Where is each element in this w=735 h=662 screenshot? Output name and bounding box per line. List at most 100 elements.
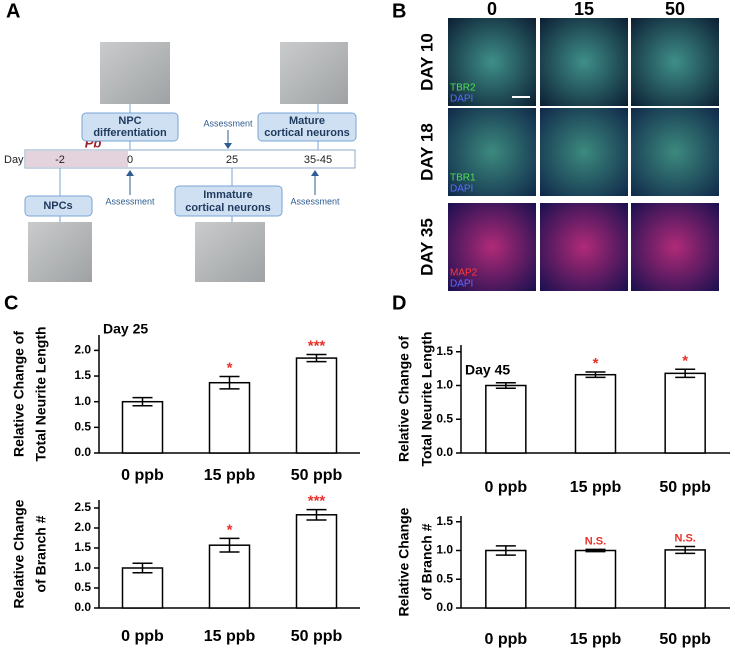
significance-label: * — [593, 355, 599, 372]
significance-label: * — [682, 352, 688, 369]
panel-label: C — [4, 292, 18, 314]
y-tick-label: 2.5 — [74, 500, 91, 514]
significance-label: N.S. — [585, 535, 606, 547]
marker-label: TBR1 — [450, 173, 476, 184]
micrograph — [631, 108, 719, 196]
bar — [664, 372, 706, 454]
stage-label: cortical neurons — [264, 127, 350, 139]
exposure-window — [26, 151, 128, 167]
y-axis-label: Relative Change — [11, 499, 27, 608]
bar — [485, 549, 527, 609]
micrograph — [100, 42, 170, 104]
stage-box — [24, 195, 93, 217]
error-bar — [132, 396, 153, 407]
y-tick-label: 0.5 — [436, 571, 453, 585]
bar — [664, 549, 706, 609]
bar — [574, 373, 617, 454]
x-tick-label: 15 ppb — [570, 631, 622, 648]
marker-label: TBR2 — [450, 83, 476, 94]
micrograph — [280, 42, 348, 104]
y-axis-label: Relative Change of — [11, 331, 27, 457]
y-axis-label: Relative Change — [396, 507, 412, 616]
y-axis-label: of Branch # — [419, 523, 435, 600]
bar — [295, 514, 338, 609]
y-axis-label: of Branch # — [33, 515, 49, 592]
y-tick-label: 0.0 — [74, 600, 91, 614]
micrograph — [540, 203, 628, 291]
bar — [574, 549, 617, 609]
significance-label: * — [227, 360, 233, 377]
y-tick-label: 0.0 — [436, 445, 453, 459]
y-tick-label: 1.0 — [74, 560, 91, 574]
column-label: 0 — [487, 0, 497, 19]
y-axis-label: Total Neurite Length — [33, 326, 49, 461]
assessment-label: Assessment — [105, 196, 155, 206]
x-tick-label: 0 ppb — [484, 479, 527, 496]
panel-label: A — [6, 0, 20, 22]
chart-title: Day 25 — [103, 321, 148, 337]
marker-label: MAP2 — [450, 268, 478, 279]
chart-title: Day 45 — [465, 362, 510, 378]
day: -2 — [55, 154, 65, 166]
error-bar — [219, 537, 240, 553]
error-bar — [675, 368, 696, 379]
micrograph — [28, 222, 92, 282]
panel-label: B — [392, 0, 406, 22]
x-tick-label: 0 ppb — [121, 467, 164, 484]
error-bar — [585, 371, 606, 379]
micrograph — [448, 203, 536, 291]
y-tick-label: 2.0 — [74, 520, 91, 534]
micrograph — [448, 108, 536, 196]
row-label: DAY 10 — [417, 33, 436, 91]
x-tick-label: 50 ppb — [291, 628, 343, 645]
marker-label: DAPI — [450, 184, 473, 195]
y-tick-label: 0.5 — [436, 411, 453, 425]
stage-label: NPC — [118, 115, 141, 127]
stage-box — [174, 185, 283, 217]
error-bar — [675, 545, 696, 555]
stage-label: Immature — [203, 189, 253, 201]
stage-box — [81, 112, 179, 142]
marker-label: DAPI — [450, 94, 473, 105]
marker-label: DAPI — [450, 279, 473, 290]
arrow-head — [311, 170, 319, 176]
error-bar — [495, 545, 516, 556]
row-label: DAY 18 — [417, 123, 436, 181]
bar — [295, 357, 338, 454]
micrograph — [631, 18, 719, 106]
y-tick-label: 0.0 — [436, 600, 453, 614]
significance-label: N.S. — [674, 532, 695, 544]
bar — [208, 544, 251, 609]
y-tick-label: 0.5 — [74, 580, 91, 594]
significance-label: *** — [308, 493, 326, 510]
y-axis-label: Relative Change of — [396, 336, 412, 462]
y-tick-label: 1.5 — [74, 368, 91, 382]
bar — [208, 381, 251, 454]
arrow-head — [224, 143, 232, 149]
significance-label: *** — [308, 337, 326, 354]
day: 0 — [127, 154, 133, 166]
error-bar — [219, 375, 240, 390]
x-tick-label: 15 ppb — [204, 467, 256, 484]
micrograph — [540, 18, 628, 106]
y-tick-label: 1.5 — [436, 344, 453, 358]
column-label: 15 — [574, 0, 594, 19]
bar — [121, 567, 164, 609]
micrograph — [195, 222, 265, 282]
row-label: DAY 35 — [417, 218, 436, 276]
x-tick-label: 50 ppb — [291, 467, 343, 484]
x-tick-label: 50 ppb — [659, 631, 711, 648]
y-tick-label: 2.0 — [74, 343, 91, 357]
x-tick-label: 15 ppb — [570, 479, 622, 496]
y-tick-label: 1.0 — [436, 378, 453, 392]
column-label: 50 — [665, 0, 685, 19]
micrograph — [448, 18, 536, 106]
stage-label: Mature — [289, 115, 325, 127]
error-bar — [132, 562, 153, 574]
x-tick-label: 15 ppb — [204, 628, 256, 645]
stage-label: differentiation — [93, 127, 167, 139]
error-bar — [495, 382, 516, 389]
error-bar — [585, 548, 606, 553]
